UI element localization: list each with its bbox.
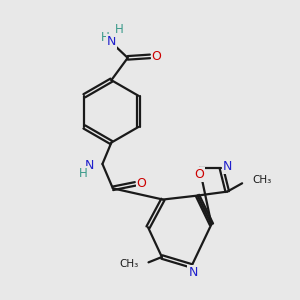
Text: N: N	[223, 160, 232, 173]
Text: O: O	[152, 50, 161, 63]
Text: CH₃: CH₃	[253, 175, 272, 185]
Text: O: O	[195, 168, 205, 181]
Text: O: O	[137, 177, 147, 190]
Text: H: H	[79, 167, 88, 180]
Text: N: N	[188, 266, 198, 279]
Text: CH₃: CH₃	[120, 259, 139, 269]
Text: N: N	[107, 35, 116, 48]
Text: H: H	[114, 23, 123, 36]
Text: N: N	[85, 159, 94, 172]
Text: H: H	[100, 31, 109, 44]
